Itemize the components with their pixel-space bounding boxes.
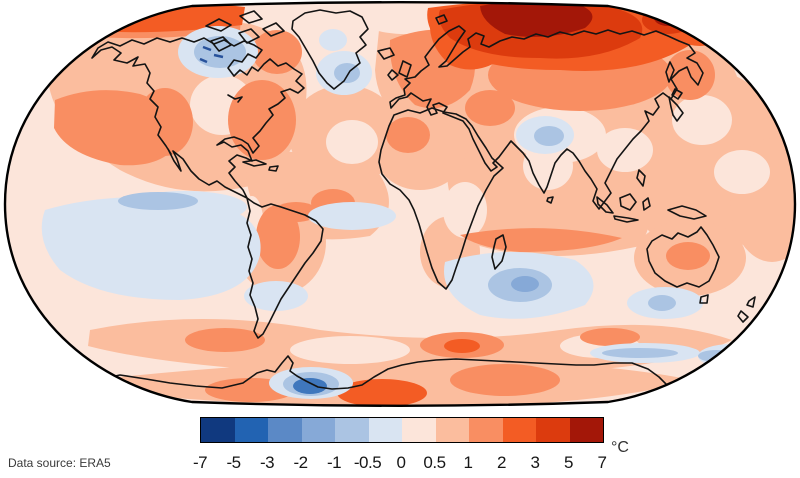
colorbar-segment: [569, 418, 603, 442]
colorbar-unit-label: °C: [611, 439, 629, 456]
colorbar-tick-label: 7: [597, 453, 607, 472]
coast-greenland: [291, 9, 369, 90]
world-anomaly-map: [3, 1, 797, 407]
colorbar-tick-label: -5: [226, 453, 241, 472]
colorbar: [200, 417, 604, 443]
colorbar-tick-label: -1: [326, 453, 342, 472]
coast-japan: [665, 61, 684, 122]
coast-africa: [378, 107, 504, 290]
colorbar-tick-label: 0: [396, 453, 406, 472]
colorbar-segment: [234, 418, 268, 442]
colorbar-segment: [502, 418, 536, 442]
coast-madagascar: [491, 234, 507, 270]
coast-eurasia: [389, 25, 704, 210]
coast-southeast-asia-islands: [596, 169, 707, 223]
colorbar-segment: [469, 418, 503, 442]
colorbar-tick-label: 1: [463, 453, 473, 472]
coast-great-lakes: [227, 94, 243, 103]
data-source-label: Data source: ERA5: [8, 456, 111, 470]
coast-svalbard: [435, 14, 448, 25]
coast-australia: [646, 226, 720, 304]
colorbar-segment: [335, 418, 369, 442]
coast-iceland: [377, 47, 395, 60]
colorbar-segment: [268, 418, 302, 442]
map-outline: [3, 1, 797, 407]
colorbar-segment: [435, 418, 469, 442]
continent-outlines: [91, 9, 756, 400]
coast-north-america: [91, 37, 305, 199]
anomaly-level-1-2: [54, 2, 715, 402]
colorbar-segment: [368, 418, 402, 442]
coast-british-isles: [387, 60, 412, 81]
colorbar-segment: [402, 418, 436, 442]
colorbar-tick-label: 2: [497, 453, 506, 472]
coast-antarctica: [95, 355, 682, 400]
coast-south-america: [246, 197, 324, 339]
colorbar-tick-label: 5: [564, 453, 573, 472]
colorbar-tick-label: 0.5: [423, 453, 446, 472]
coast-arctic-islands: [205, 10, 285, 52]
anomaly-level-neg2-neg1: [199, 45, 539, 394]
colorbar-segment: [301, 418, 335, 442]
anomaly-field: [5, 2, 795, 406]
colorbar-tick-label: -7: [192, 453, 208, 472]
colorbar-segment: [201, 418, 235, 442]
colorbar-tick-label: -0.5: [353, 453, 382, 472]
colorbar-tick-label: -3: [259, 453, 275, 472]
colorbar-tick-label: 3: [530, 453, 540, 472]
coast-new-zealand: [737, 296, 756, 323]
colorbar-tick-label: -2: [293, 453, 308, 472]
colorbar-segment: [536, 418, 570, 442]
colorbar-ticks: -7 -5 -3 -2 -1 -0.5 0 0.5 1 2 3 5 7: [0, 453, 800, 473]
coast-caribbean: [242, 159, 279, 172]
coast-sri-lanka: [546, 196, 554, 204]
